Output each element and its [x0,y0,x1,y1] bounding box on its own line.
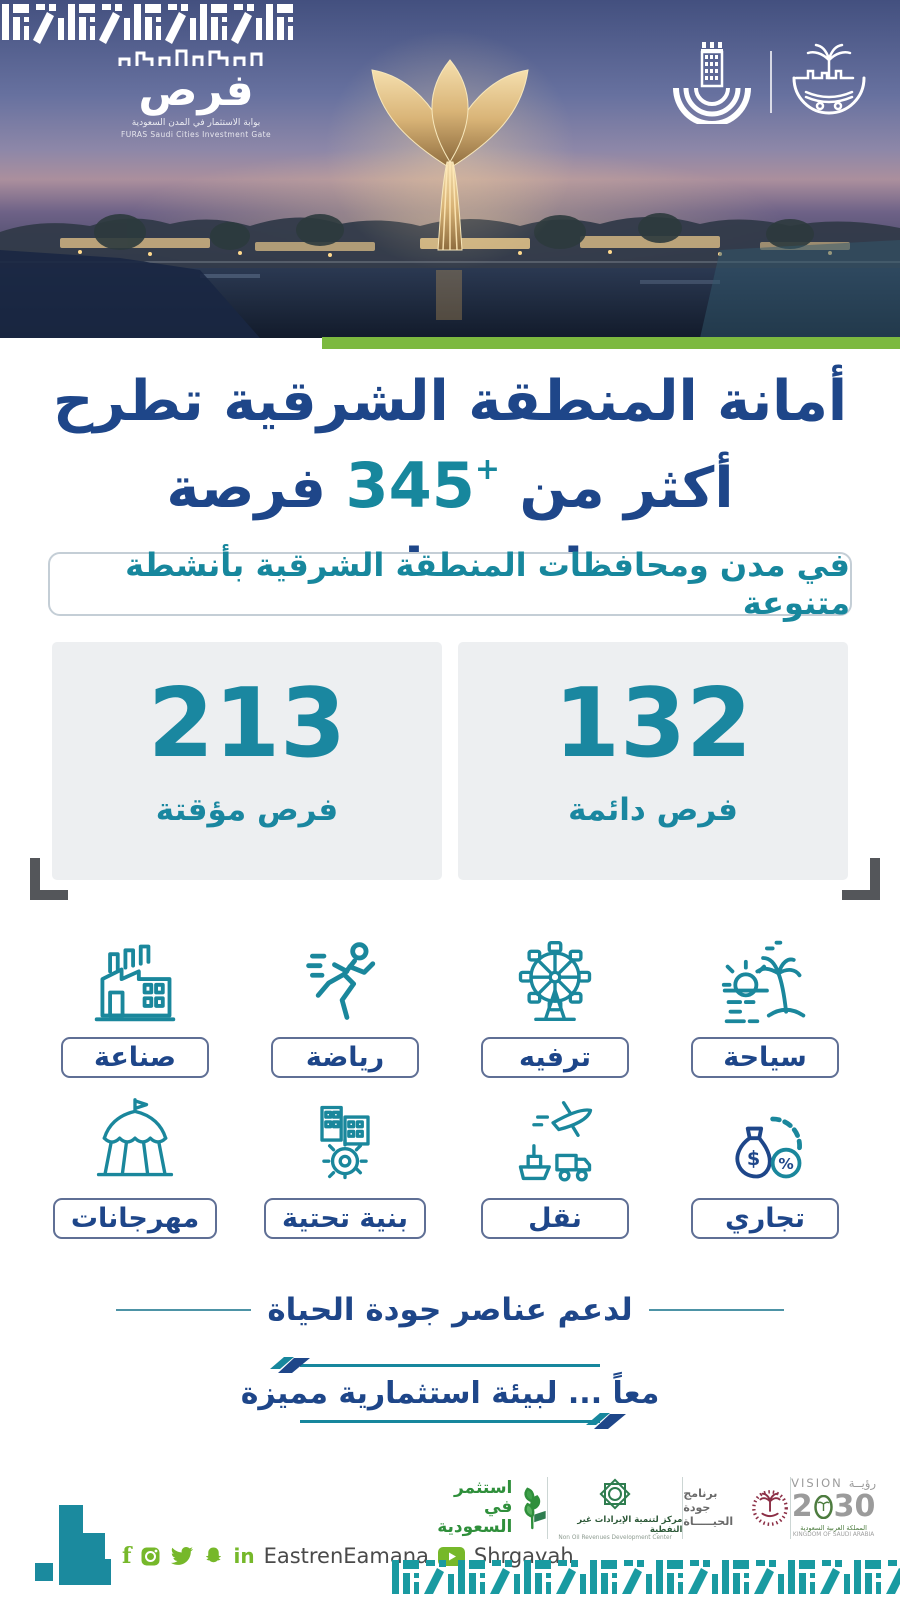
category-festivals: مهرجانات [30,1096,240,1239]
instagram-icon[interactable] [140,1546,161,1567]
category-label: صناعة [61,1037,209,1078]
partner-separator [790,1477,792,1539]
furas-wordmark: فرص [138,65,254,116]
header-logos [668,40,872,124]
partner-separator [682,1477,684,1539]
stat-label: فرص دائمة [568,792,738,828]
vision-2030-logo: VISION رؤيــة 2 30 المملكة العربية السعو… [791,1477,876,1538]
snapchat-icon[interactable] [203,1546,224,1567]
facebook-icon[interactable]: f [122,1543,132,1569]
category-label: رياضة [271,1037,419,1078]
stat-label: فرص مؤقتة [155,792,339,828]
nordc-caption-ar: مركز لتنمية الإيرادات غير النفطية [577,1514,683,1535]
stat-value: 213 [147,669,347,779]
amanah-palm-emblem-icon [792,43,866,115]
corner-bracket-right [842,858,880,900]
furas-skyline-icon [118,49,263,66]
vision-word-en: VISION [791,1476,843,1491]
eastern-municipality-emblem-icon [673,42,751,124]
nordc-logo: مركز لتنمية الإيرادات غير النفطية Non Oi… [548,1476,682,1541]
nordc-emblem-icon [599,1477,631,1510]
invest-saudi-logo: استثمر في السعودية [424,1477,547,1538]
logo-divider [770,51,772,113]
stat-card-temporary: 213 فرص مؤقتة [52,642,442,880]
vision-word-ar: رؤيــة [848,1476,876,1491]
category-infrastructure: بنية تحتية [240,1096,450,1239]
nordc-caption-en: Non Oil Revenues Development Center [558,1534,672,1541]
rule-right [648,1309,784,1311]
stat-card-permanent: 132 فرص دائمة [458,642,848,880]
category-transport: نقل [450,1096,660,1239]
qol-emblem-icon [752,1490,789,1526]
subtitle-box: في مدن ومحافظات المنطقة الشرقية بأنشطة م… [48,546,852,622]
category-entertainment: ترفيه [450,935,660,1078]
infrastructure-icon [320,1105,370,1180]
category-commercial: $ % تجاري [660,1096,870,1239]
together-text: معاً ... لبيئة استثمارية مميزة [240,1376,660,1411]
partner-separator [546,1477,548,1539]
festivals-icon [96,1098,174,1177]
category-label: بنية تحتية [264,1198,426,1239]
tulip-tower [371,59,529,251]
sports-icon [306,942,376,1020]
title-line1: أمانة المنطقة الشرقية تطرح [52,369,848,434]
tourism-icon [721,940,806,1024]
invest-saudi-line1: استثمر في [453,1477,513,1518]
twitter-icon[interactable] [170,1546,194,1566]
svg-text:%: % [778,1155,793,1173]
transport-icon [518,1101,593,1182]
vision-number: 2 30 [791,1489,876,1525]
category-label: نقل [481,1198,629,1239]
invest-saudi-line2: السعودية [437,1516,513,1537]
entertainment-icon [518,940,592,1022]
vision-caption-en: KINGDOM OF SAUDI ARABIA [792,1532,875,1539]
linkedin-icon[interactable]: in [233,1544,255,1568]
furas-tagline-en: FURAS Saudi Cities Investment Gate [120,130,271,140]
together-rule-top [270,1357,600,1373]
hero-image [0,0,900,338]
stat-value: 132 [553,669,753,779]
kufic-border-bottom [390,1556,900,1594]
category-tourism: سياحة [660,935,870,1078]
furas-logo: فرص بوابة الاستثمار في المدن السعودية FU… [96,44,296,139]
category-industry: صناعة [30,935,240,1078]
swoosh-icon [586,1413,626,1429]
vision-palm-zero-icon [813,1494,833,1519]
industry-icon [94,944,176,1022]
category-label: تجاري [691,1198,839,1239]
partner-logos: استثمر في السعودية [424,1462,876,1554]
kufic-border-top [0,0,296,46]
swoosh-icon [270,1357,310,1373]
corner-bracket-left [30,858,68,900]
quality-of-life-logo: برنامج جودة الحيـــــاة [683,1487,790,1530]
green-accent-bar [322,337,900,349]
qol-line1: برنامج جودة [683,1486,718,1514]
vision-caption-ar: المملكة العربية السعودية [800,1524,867,1533]
subtitle-text: في مدن ومحافظات المنطقة الشرقية بأنشطة م… [125,546,850,622]
category-row-2: $ % تجاري [30,1096,870,1239]
rule-left [116,1309,252,1311]
commercial-icon: $ % [735,1116,802,1179]
invest-saudi-leaf-icon [524,1487,547,1530]
category-label: مهرجانات [52,1198,218,1239]
category-label: ترفيه [481,1037,629,1078]
support-statement: لدعم عناصر جودة الحياة [0,1292,900,1328]
svg-text:$: $ [747,1147,760,1170]
together-block: معاً ... لبيئة استثمارية مميزة [0,1357,900,1429]
furas-tagline-ar: بوابة الاستثمار في المدن السعودية [131,118,261,129]
category-sports: رياضة [240,935,450,1078]
category-row-1: سياحة ترفيه [30,935,870,1078]
category-label: سياحة [691,1037,839,1078]
together-rule-bottom [300,1413,626,1429]
amanah-stairs-logo [35,1505,111,1585]
qol-line2: الحيـــــاة [683,1515,734,1529]
support-text: لدعم عناصر جودة الحياة [267,1292,633,1328]
